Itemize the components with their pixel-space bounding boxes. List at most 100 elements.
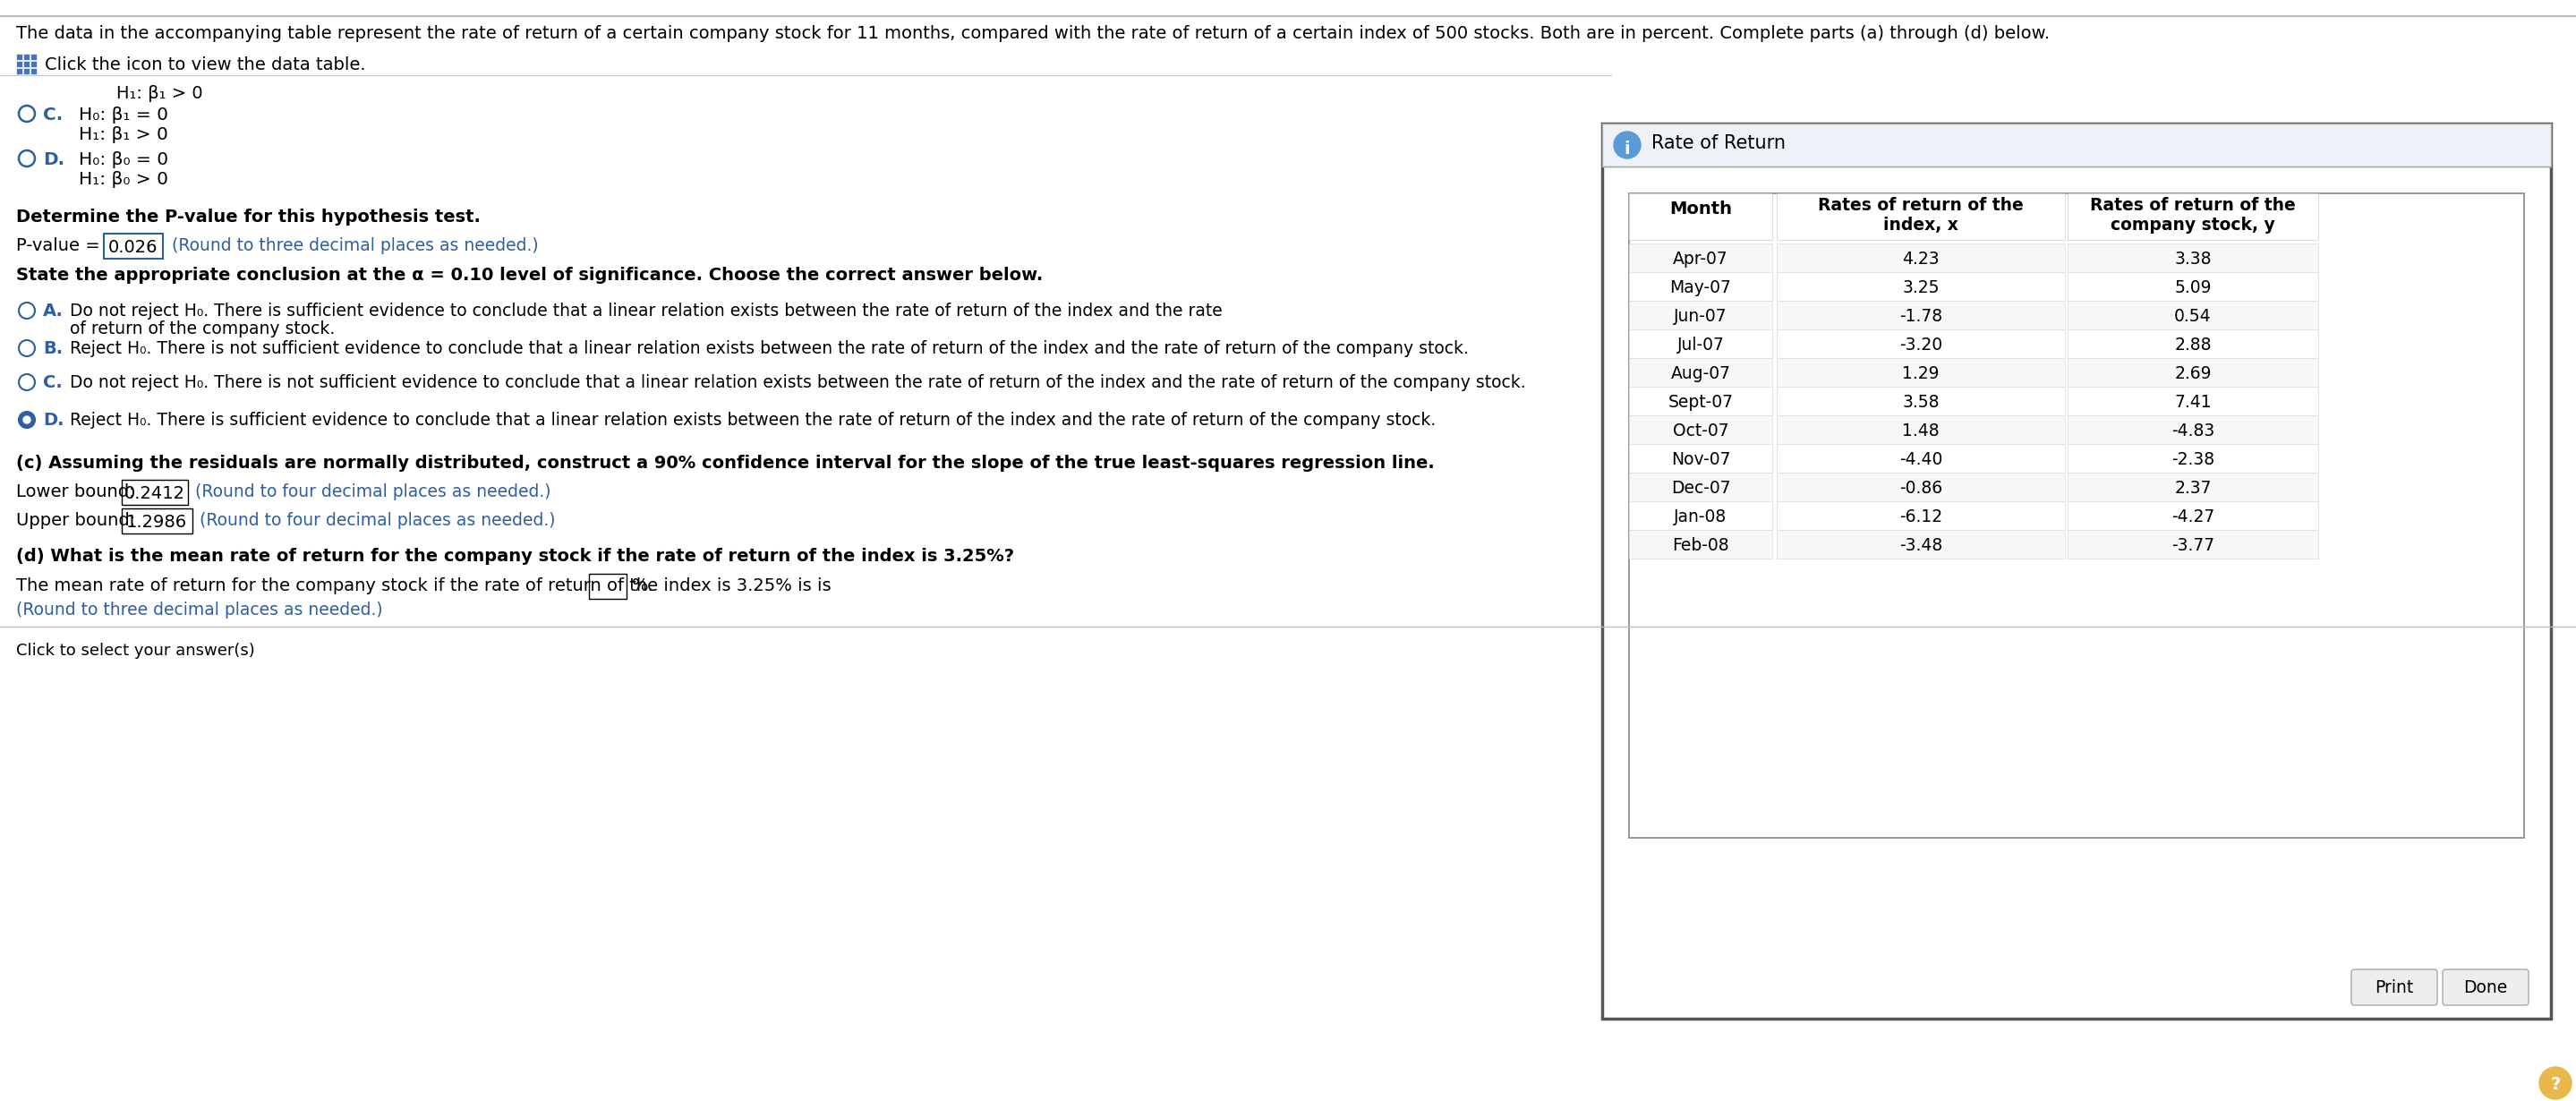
Text: Do not reject H₀. There is sufficient evidence to conclude that a linear relatio: Do not reject H₀. There is sufficient ev… xyxy=(70,303,1224,319)
Text: 3.58: 3.58 xyxy=(1901,394,1940,411)
Text: A.: A. xyxy=(44,303,64,319)
Text: 7.41: 7.41 xyxy=(2174,394,2213,411)
FancyBboxPatch shape xyxy=(1777,358,2066,386)
Text: Upper bound:: Upper bound: xyxy=(15,512,142,528)
FancyBboxPatch shape xyxy=(1777,530,2066,558)
Text: P-value =: P-value = xyxy=(15,237,106,254)
Text: C.: C. xyxy=(44,107,62,123)
Text: -2.38: -2.38 xyxy=(2172,451,2215,468)
FancyBboxPatch shape xyxy=(1777,501,2066,530)
Text: The data in the accompanying table represent the rate of return of a certain com: The data in the accompanying table repre… xyxy=(15,25,2050,42)
FancyBboxPatch shape xyxy=(2352,969,2437,1005)
Text: 4.23: 4.23 xyxy=(1901,251,1940,268)
FancyBboxPatch shape xyxy=(2069,272,2318,301)
Text: Month: Month xyxy=(1669,200,1731,218)
Circle shape xyxy=(2540,1067,2571,1099)
Text: (d) What is the mean rate of return for the company stock if the rate of return : (d) What is the mean rate of return for … xyxy=(15,548,1015,565)
FancyBboxPatch shape xyxy=(1777,194,2066,240)
FancyBboxPatch shape xyxy=(1777,243,2066,272)
Text: (Round to four decimal places as needed.): (Round to four decimal places as needed.… xyxy=(196,483,551,500)
FancyBboxPatch shape xyxy=(1777,301,2066,329)
FancyBboxPatch shape xyxy=(2069,444,2318,472)
Text: 1.48: 1.48 xyxy=(1901,423,1940,439)
Text: May-07: May-07 xyxy=(1669,280,1731,296)
FancyBboxPatch shape xyxy=(1777,272,2066,301)
Text: Apr-07: Apr-07 xyxy=(1672,251,1728,268)
FancyBboxPatch shape xyxy=(1628,386,1772,415)
FancyBboxPatch shape xyxy=(31,54,36,59)
Text: 2.69: 2.69 xyxy=(2174,366,2210,382)
Text: H₁: β₀ > 0: H₁: β₀ > 0 xyxy=(80,171,167,188)
FancyBboxPatch shape xyxy=(1602,123,2550,166)
Text: Nov-07: Nov-07 xyxy=(1672,451,1731,468)
Text: (Round to four decimal places as needed.): (Round to four decimal places as needed.… xyxy=(198,512,556,528)
FancyBboxPatch shape xyxy=(23,54,28,59)
Text: 0.026: 0.026 xyxy=(108,239,157,257)
FancyBboxPatch shape xyxy=(2069,472,2318,501)
Text: 2.37: 2.37 xyxy=(2174,480,2210,497)
FancyBboxPatch shape xyxy=(2069,329,2318,358)
Text: D.: D. xyxy=(44,412,64,428)
FancyBboxPatch shape xyxy=(2069,501,2318,530)
FancyBboxPatch shape xyxy=(1628,415,1772,444)
Text: -4.83: -4.83 xyxy=(2172,423,2215,439)
Text: H₀: β₀ = 0: H₀: β₀ = 0 xyxy=(80,151,167,168)
Circle shape xyxy=(18,412,36,428)
FancyBboxPatch shape xyxy=(103,233,162,259)
FancyBboxPatch shape xyxy=(121,509,193,534)
Text: State the appropriate conclusion at the α = 0.10 level of significance. Choose t: State the appropriate conclusion at the … xyxy=(15,266,1043,284)
FancyBboxPatch shape xyxy=(23,61,28,67)
Circle shape xyxy=(23,416,31,424)
Text: Sept-07: Sept-07 xyxy=(1667,394,1734,411)
FancyBboxPatch shape xyxy=(2442,969,2530,1005)
Text: Dec-07: Dec-07 xyxy=(1672,480,1731,497)
Text: Lower bound:: Lower bound: xyxy=(15,483,142,500)
Text: (Round to three decimal places as needed.): (Round to three decimal places as needed… xyxy=(173,237,538,254)
Text: 3.25: 3.25 xyxy=(1901,280,1940,296)
FancyBboxPatch shape xyxy=(2069,415,2318,444)
Circle shape xyxy=(1613,132,1641,159)
FancyBboxPatch shape xyxy=(1628,444,1772,472)
FancyBboxPatch shape xyxy=(2069,194,2318,240)
FancyBboxPatch shape xyxy=(1628,530,1772,558)
FancyBboxPatch shape xyxy=(2069,243,2318,272)
Text: Done: Done xyxy=(2463,979,2506,996)
Text: -3.20: -3.20 xyxy=(1899,337,1942,353)
FancyBboxPatch shape xyxy=(1628,329,1772,358)
Text: Rates of return of the
index, x: Rates of return of the index, x xyxy=(1819,197,2025,233)
FancyBboxPatch shape xyxy=(31,68,36,74)
Text: Print: Print xyxy=(2375,979,2414,996)
Text: Determine the P-value for this hypothesis test.: Determine the P-value for this hypothesi… xyxy=(15,208,482,226)
Text: B.: B. xyxy=(44,340,62,357)
Text: Oct-07: Oct-07 xyxy=(1672,423,1728,439)
FancyBboxPatch shape xyxy=(121,480,188,505)
Text: (Round to three decimal places as needed.): (Round to three decimal places as needed… xyxy=(15,601,384,619)
Text: 0.2412: 0.2412 xyxy=(124,486,185,502)
Text: Rates of return of the
company stock, y: Rates of return of the company stock, y xyxy=(2089,197,2295,233)
Text: Jul-07: Jul-07 xyxy=(1677,337,1723,353)
FancyBboxPatch shape xyxy=(590,574,626,599)
FancyBboxPatch shape xyxy=(15,68,23,74)
FancyBboxPatch shape xyxy=(1777,444,2066,472)
Text: Click the icon to view the data table.: Click the icon to view the data table. xyxy=(44,56,366,74)
Text: of return of the company stock.: of return of the company stock. xyxy=(70,320,335,338)
Text: The mean rate of return for the company stock if the rate of return of the index: The mean rate of return for the company … xyxy=(15,577,832,595)
FancyBboxPatch shape xyxy=(2069,530,2318,558)
Text: 1.2986: 1.2986 xyxy=(126,514,188,531)
FancyBboxPatch shape xyxy=(1628,194,1772,240)
Text: Jan-08: Jan-08 xyxy=(1674,509,1726,525)
FancyBboxPatch shape xyxy=(31,61,36,67)
FancyBboxPatch shape xyxy=(1628,301,1772,329)
Text: Reject H₀. There is not sufficient evidence to conclude that a linear relation e: Reject H₀. There is not sufficient evide… xyxy=(70,340,1468,357)
Text: 2.88: 2.88 xyxy=(2174,337,2210,353)
FancyBboxPatch shape xyxy=(1628,472,1772,501)
FancyBboxPatch shape xyxy=(1602,123,2550,1018)
Text: -3.77: -3.77 xyxy=(2172,537,2215,554)
Text: %.: %. xyxy=(631,577,654,595)
FancyBboxPatch shape xyxy=(2069,358,2318,386)
Text: (c) Assuming the residuals are normally distributed, construct a 90% confidence : (c) Assuming the residuals are normally … xyxy=(15,455,1435,471)
FancyBboxPatch shape xyxy=(1777,329,2066,358)
FancyBboxPatch shape xyxy=(23,68,28,74)
Text: i: i xyxy=(1625,141,1631,157)
FancyBboxPatch shape xyxy=(1777,472,2066,501)
